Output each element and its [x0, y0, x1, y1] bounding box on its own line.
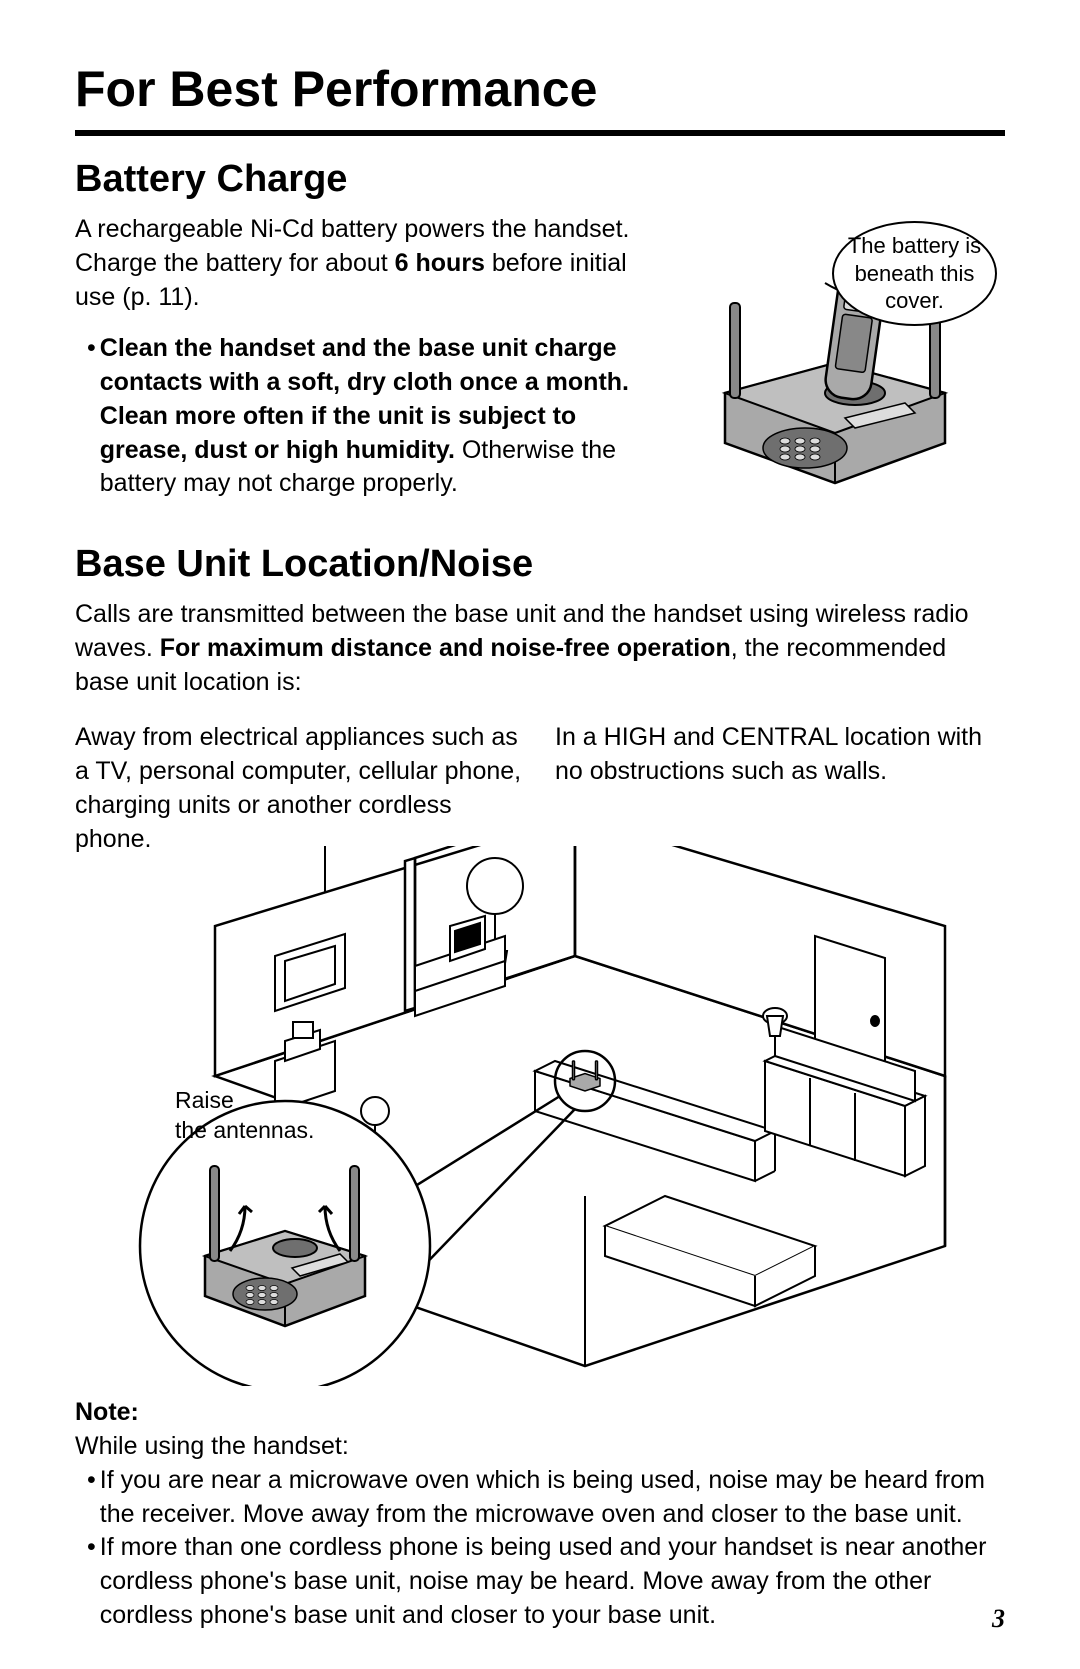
baseunit-col-left: Away from electrical appliances such as … — [75, 721, 525, 856]
antenna-line2: the antennas. — [175, 1117, 314, 1143]
room-figure: Raise the antennas. — [75, 846, 1005, 1386]
note-label: Note: — [75, 1398, 139, 1426]
battery-callout-text: The battery is beneath this cover. — [842, 232, 987, 315]
baseunit-heading: Base Unit Location/Noise — [75, 543, 1005, 586]
note-block: Note: While using the handset: • If you … — [75, 1396, 1005, 1632]
battery-callout: The battery is beneath this cover. — [832, 221, 997, 326]
baseunit-intro-bold: For maximum distance and noise-free oper… — [160, 634, 731, 662]
bullet-dot-icon: • — [87, 1464, 96, 1532]
baseunit-columns: Away from electrical appliances such as … — [75, 721, 1005, 856]
baseunit-intro: Calls are transmitted between the base u… — [75, 598, 1005, 699]
note-bullet-2: • If more than one cordless phone is bei… — [87, 1531, 1005, 1632]
battery-bullet-text: Clean the handset and the base unit char… — [100, 332, 655, 501]
battery-intro: A rechargeable Ni-Cd battery powers the … — [75, 213, 655, 314]
phone-figure: The battery is beneath this cover. — [675, 213, 1005, 513]
note-bullet-1: • If you are near a microwave oven which… — [87, 1464, 1005, 1532]
page-title: For Best Performance — [75, 60, 1005, 136]
battery-bullet: • Clean the handset and the base unit ch… — [87, 332, 655, 501]
antenna-label: Raise the antennas. — [175, 1086, 314, 1146]
battery-heading: Battery Charge — [75, 158, 1005, 201]
note-intro: While using the handset: — [75, 1430, 1005, 1464]
battery-block: A rechargeable Ni-Cd battery powers the … — [75, 213, 1005, 513]
note-bullet-1-text: If you are near a microwave oven which i… — [100, 1464, 1005, 1532]
page-number: 3 — [992, 1604, 1005, 1634]
note-bullet-2-text: If more than one cordless phone is being… — [100, 1531, 1005, 1632]
bullet-dot-icon: • — [87, 332, 96, 501]
bullet-dot-icon: • — [87, 1531, 96, 1632]
baseunit-col-right: In a HIGH and CENTRAL location with no o… — [555, 721, 1005, 856]
battery-text: A rechargeable Ni-Cd battery powers the … — [75, 213, 655, 513]
antenna-line1: Raise — [175, 1087, 234, 1113]
battery-intro-bold: 6 hours — [395, 249, 485, 277]
